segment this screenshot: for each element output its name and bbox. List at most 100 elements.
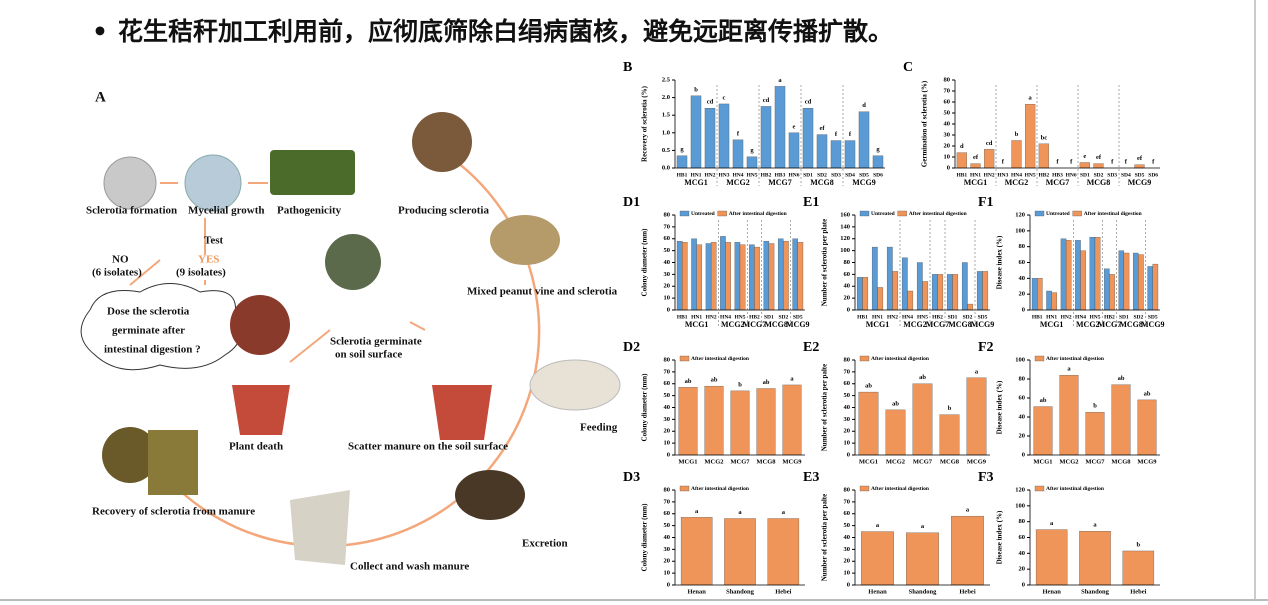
bar-chart: C Germination of sclerotia (%) 0 10 20 30 40 50… — [903, 60, 1160, 187]
bar-chart: B Recovery of sclerotia (%) 0.0 0.5 1.0 1.5 2.… — [623, 60, 885, 187]
photo-vine — [490, 215, 560, 265]
group-label: MCG1 — [684, 178, 708, 187]
group-label: MCG9 — [971, 320, 995, 329]
pot-manure — [432, 385, 492, 440]
y-axis-label: Disease index (%) — [996, 510, 1004, 564]
legend-label: Untreated — [871, 211, 895, 217]
y-tick-label: 160 — [840, 211, 850, 218]
bar — [951, 515, 984, 586]
x-tick-label: MCG9 — [782, 458, 802, 465]
y-tick-label: 0 — [667, 451, 670, 458]
y-tick-label: 100 — [1015, 356, 1025, 363]
significance-letter: f — [1111, 158, 1114, 165]
x-tick-label: SD5 — [859, 172, 869, 178]
panel-label: E1 — [803, 195, 819, 210]
x-tick-label: HB1 — [1032, 314, 1043, 320]
y-tick-label: 50 — [844, 392, 851, 399]
legend-swatch — [859, 485, 870, 492]
significance-letter: b — [1093, 403, 1097, 410]
significance-letter: cd — [805, 99, 812, 106]
y-tick-label: 50 — [844, 522, 851, 529]
x-tick-label: HN6 — [1066, 172, 1077, 178]
y-tick-label: 30 — [944, 131, 951, 138]
significance-letter: a — [966, 507, 970, 514]
y-tick-label: 60 — [844, 510, 851, 517]
y-tick-label: 100 — [1015, 227, 1025, 234]
x-tick-label: HN3 — [719, 172, 730, 178]
bar — [1037, 278, 1043, 311]
y-axis-label: Colony diameter (mm) — [641, 503, 649, 572]
significance-letter: g — [680, 146, 684, 153]
bar — [816, 134, 828, 169]
caption: Pathogenicity — [277, 205, 342, 217]
bar — [788, 132, 800, 169]
x-tick-label: MCG1 — [1033, 458, 1052, 465]
x-tick-label: HN2 — [705, 172, 716, 178]
group-label: MCG9 — [1141, 320, 1165, 329]
bar — [916, 262, 923, 311]
photo-excretion — [455, 470, 525, 520]
significance-letter: cd — [986, 140, 993, 147]
bar — [725, 242, 731, 311]
panel-label: D1 — [623, 195, 640, 210]
photo-germinate — [325, 234, 381, 290]
significance-letter: ab — [919, 374, 926, 381]
caption: Scatter manure on the soil surface — [348, 441, 508, 453]
group-label: MCG1 — [866, 320, 890, 329]
bar — [1094, 237, 1101, 311]
bar — [976, 271, 983, 311]
y-tick-label: 0.0 — [662, 164, 670, 171]
y-tick-label: 140 — [840, 223, 850, 230]
y-tick-label: 60 — [664, 235, 671, 242]
x-tick-label: HB1 — [857, 314, 868, 320]
y-tick-label: 80 — [664, 356, 671, 363]
significance-letter: g — [876, 146, 880, 153]
bar — [984, 149, 995, 169]
bar — [678, 387, 698, 456]
panel-label: F3 — [978, 470, 994, 485]
x-tick-label: MCG7 — [730, 458, 750, 465]
bar — [774, 86, 786, 169]
legend-label: After intestinal digestion — [909, 211, 967, 217]
panel-label: D2 — [623, 340, 640, 355]
photo-bags — [290, 490, 350, 565]
group-label: MCG8 — [948, 320, 972, 329]
axis-frame — [674, 360, 805, 456]
bar — [966, 377, 987, 456]
bar — [892, 271, 899, 311]
legend-swatch — [897, 210, 907, 217]
x-tick-label: SD1 — [1080, 172, 1090, 178]
y-tick-label: 20 — [1019, 432, 1026, 439]
bar — [730, 390, 750, 456]
significance-letter: b — [738, 381, 742, 388]
significance-letter: a — [778, 77, 782, 84]
legend-label: After intestinal digestion — [691, 356, 749, 362]
x-tick-label: SD5 — [1135, 172, 1145, 178]
bar — [937, 274, 944, 311]
x-tick-label: SD2 — [817, 172, 827, 178]
bar-chart: D2 Colony diameter (mm) 0 10 20 30 40 50 60 70 80 a… — [623, 340, 805, 465]
significance-letter: a — [921, 523, 925, 530]
y-axis-label: Number of sclerotia per palte — [821, 364, 829, 452]
bar — [939, 414, 960, 456]
bar — [746, 156, 758, 169]
legend-label: After intestinal digestion — [871, 486, 929, 492]
significance-letter: ef — [973, 154, 979, 161]
bar — [1104, 268, 1110, 311]
panel-label: A — [95, 89, 106, 105]
bar — [1075, 240, 1081, 311]
bar — [885, 409, 906, 456]
bar — [1147, 266, 1153, 311]
group-label: MCG8 — [764, 320, 788, 329]
axis-frame — [674, 80, 885, 169]
bar — [856, 277, 863, 311]
bar — [1051, 292, 1058, 311]
bar — [682, 242, 688, 311]
y-tick-label: 60 — [664, 510, 671, 517]
bar-chart: E1 Number of sclerotia per plate 0 20 40 60 80… — [803, 195, 994, 329]
legend-label: After intestinal digestion — [1046, 486, 1104, 492]
bar-chart: E3 Number of sclerotia per palte 0 10 20 30 40… — [803, 470, 990, 595]
caption: germinate after — [112, 325, 185, 337]
x-tick-label: HN5 — [917, 314, 928, 320]
y-tick-label: 20 — [664, 283, 671, 290]
